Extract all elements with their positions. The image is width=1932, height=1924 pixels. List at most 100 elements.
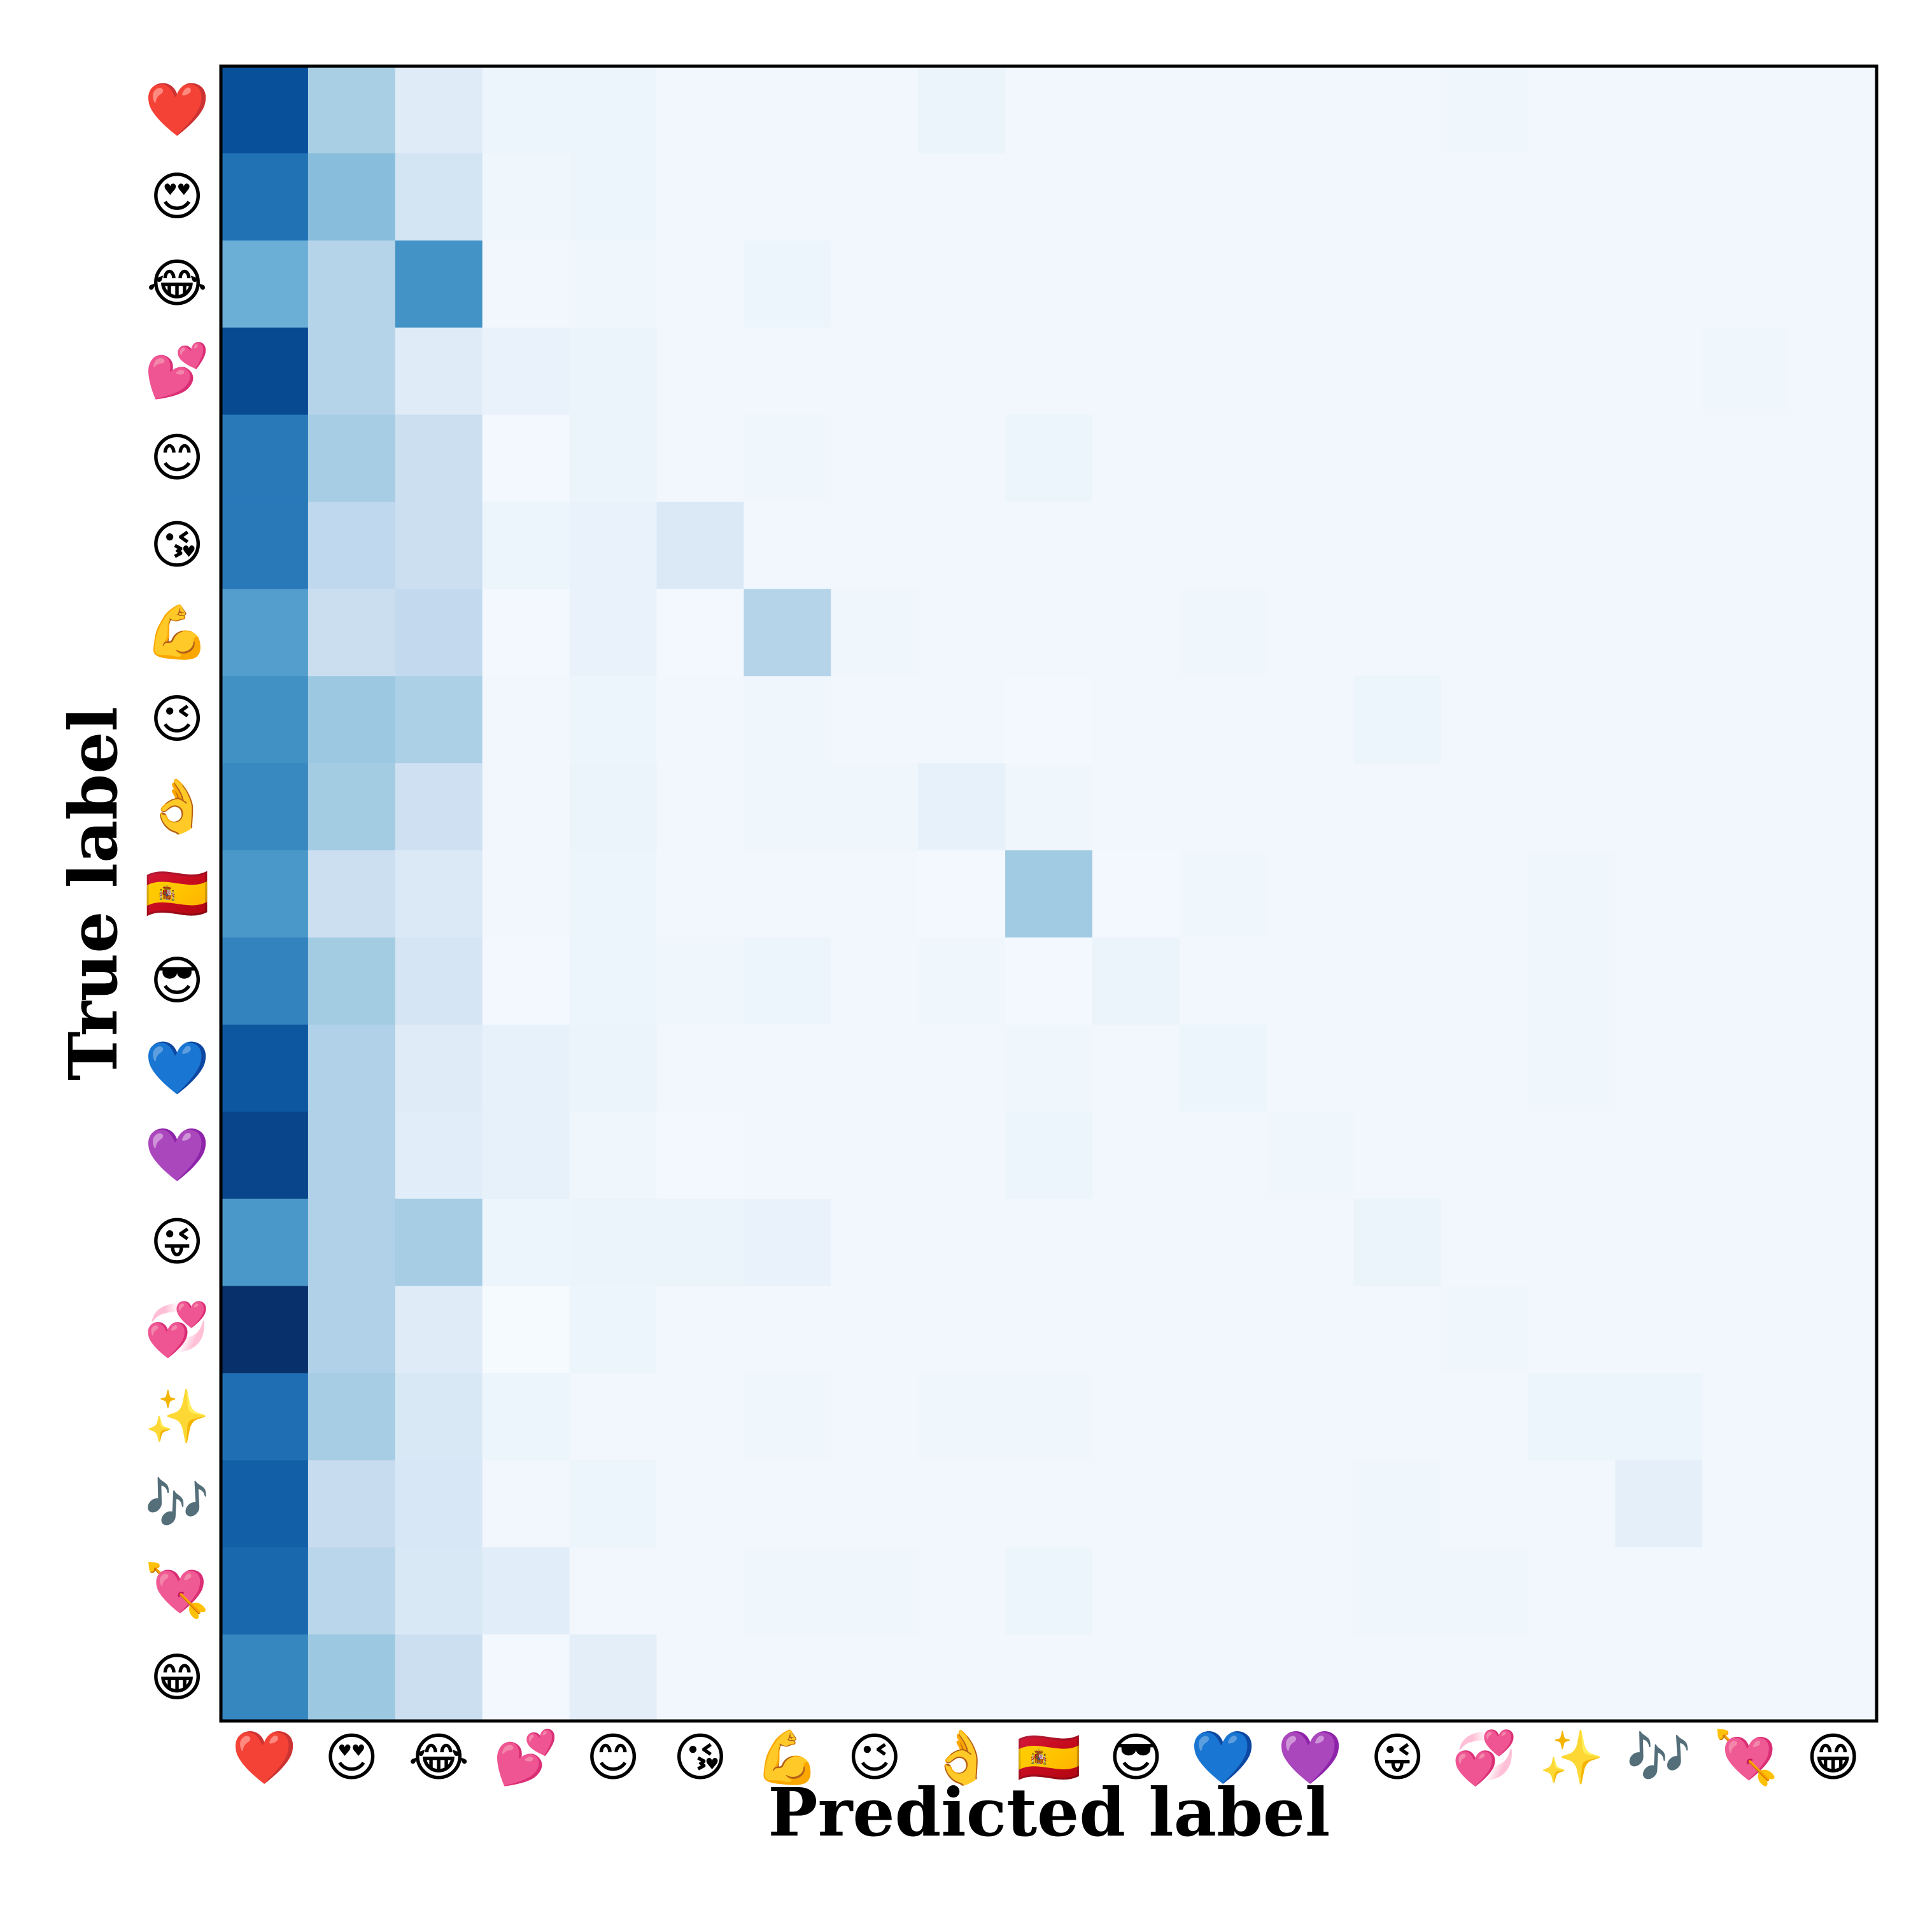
heatmap-cell (1528, 1460, 1616, 1548)
heatmap-cell (482, 1286, 570, 1374)
y-tick-winking-face-icon: 😉 (150, 689, 204, 750)
heatmap-cell (1353, 1547, 1442, 1635)
heatmap-cell (1353, 1460, 1442, 1548)
heatmap-cell (656, 1547, 744, 1635)
heatmap-cell (1005, 502, 1093, 589)
heatmap-cell (1005, 589, 1093, 677)
y-tick-smiling-face-icon: 😊 (150, 428, 204, 489)
heatmap-cell (831, 1286, 919, 1374)
x-tick-red-heart-icon: ❤️ (232, 1728, 297, 1788)
heatmap-cell (1353, 66, 1442, 154)
heatmap-cell (831, 763, 919, 851)
y-tick-musical-notes-icon: 🎶 (145, 1473, 209, 1534)
heatmap-cell (1789, 1198, 1877, 1287)
heatmap-cell (918, 153, 1006, 241)
heatmap-cell (569, 937, 658, 1025)
heatmap-cell (1092, 937, 1180, 1025)
x-tick-heart-eyes-icon: 😍 (325, 1728, 379, 1788)
heatmap-cell (1353, 327, 1442, 416)
x-tick-blue-heart-icon: 💙 (1190, 1728, 1256, 1788)
heatmap-cell (307, 1286, 396, 1374)
x-axis-title: Predicted label (768, 1773, 1330, 1851)
heatmap-cell (1179, 1111, 1267, 1200)
y-tick-revolving-hearts-icon: 💞 (145, 1300, 209, 1360)
heatmap-cell (1353, 1024, 1442, 1113)
heatmap-cell (569, 502, 658, 589)
heatmap-cell (1615, 589, 1703, 677)
heatmap-cell (1789, 1373, 1877, 1461)
y-tick-flexed-biceps-icon: 💪 (145, 602, 209, 663)
heatmap-cell (744, 763, 831, 851)
heatmap-cell (1789, 240, 1877, 328)
heatmap-cell (831, 1547, 919, 1635)
heatmap-cell (1615, 502, 1703, 589)
x-tick-two-hearts-icon: 💕 (493, 1728, 558, 1788)
heatmap-cell (744, 1111, 831, 1200)
heatmap-cell (744, 153, 831, 241)
x-tick-winking-face-icon: 😉 (847, 1728, 901, 1788)
heatmap-cell (831, 1111, 919, 1200)
y-tick-red-heart-icon: ❤️ (145, 80, 210, 140)
heatmap-cell (395, 1634, 483, 1722)
heatmap-cell (307, 153, 396, 241)
heatmap-cell (1615, 1286, 1703, 1374)
heatmap-cell (1092, 153, 1180, 241)
heatmap-cell (1092, 66, 1180, 154)
heatmap-cell (1528, 676, 1616, 764)
heatmap-cell (656, 850, 744, 938)
heatmap-cell (395, 1373, 483, 1461)
heatmap-cell (656, 763, 744, 851)
heatmap-cell (1702, 1460, 1790, 1548)
heatmap-cell (656, 66, 744, 154)
heatmap-cell (918, 66, 1006, 154)
heatmap-cell (1092, 850, 1180, 938)
heatmap-cell (1179, 1460, 1267, 1548)
heatmap-cell (1092, 240, 1180, 328)
heatmap-cell (1005, 66, 1093, 154)
x-tick-grinning-face-icon: 😁 (1806, 1728, 1860, 1788)
heatmap-cell (1005, 153, 1093, 241)
heatmap-cell (221, 1198, 309, 1287)
heatmap-cell (831, 937, 919, 1025)
heatmap-cell (307, 1198, 396, 1287)
heatmap-cell (395, 937, 483, 1025)
heatmap-cell (569, 850, 658, 938)
heatmap-cell (1179, 414, 1267, 503)
heatmap-cell (1353, 153, 1442, 241)
heatmap-cell (1179, 1198, 1267, 1287)
heatmap-cell (1528, 327, 1616, 416)
heatmap-cell (482, 589, 570, 677)
heatmap-cell (1702, 850, 1790, 938)
heatmap-cell (918, 1286, 1006, 1374)
heatmap-cell (1441, 1460, 1529, 1548)
x-tick-smiling-face-icon: 😊 (586, 1728, 640, 1788)
heatmap-cell (656, 327, 744, 416)
heatmap-cell (1092, 1373, 1180, 1461)
heatmap-cell (656, 414, 744, 503)
heatmap-cell (1266, 66, 1355, 154)
heatmap-cell (744, 1024, 831, 1113)
heatmap-cell (1353, 676, 1442, 764)
heatmap-cell (656, 589, 744, 677)
heatmap-cell (1441, 763, 1529, 851)
heatmap-cell (221, 763, 309, 851)
heatmap-cell (1789, 1460, 1877, 1548)
heatmap-cell (482, 327, 570, 416)
heatmap-cell (1092, 1024, 1180, 1113)
heatmap-cell (1789, 502, 1877, 589)
heatmap-cell (744, 1634, 831, 1722)
heatmap-cell (307, 763, 396, 851)
heatmap-cell (1615, 1547, 1703, 1635)
y-tick-labels: ❤️ 😍 😂 💕 😊 😘 💪 😉 👌 🇪🇸 😎 💙 💜 😜 💞 ✨ 🎶 💘 😁 (145, 80, 210, 1708)
heatmap-cell (831, 850, 919, 938)
heatmap-cell (1005, 414, 1093, 503)
y-tick-tears-of-joy-icon: 😂 (146, 254, 208, 314)
heatmap-cell (1615, 153, 1703, 241)
heatmap-cell (1789, 1024, 1877, 1113)
heatmap-cell (831, 1024, 919, 1113)
heatmap-cell (307, 850, 396, 938)
heatmap-cell (1441, 1198, 1529, 1287)
heatmap-cell (656, 1460, 744, 1548)
heatmap-cell (1266, 1460, 1355, 1548)
heatmap-cell (1615, 937, 1703, 1025)
